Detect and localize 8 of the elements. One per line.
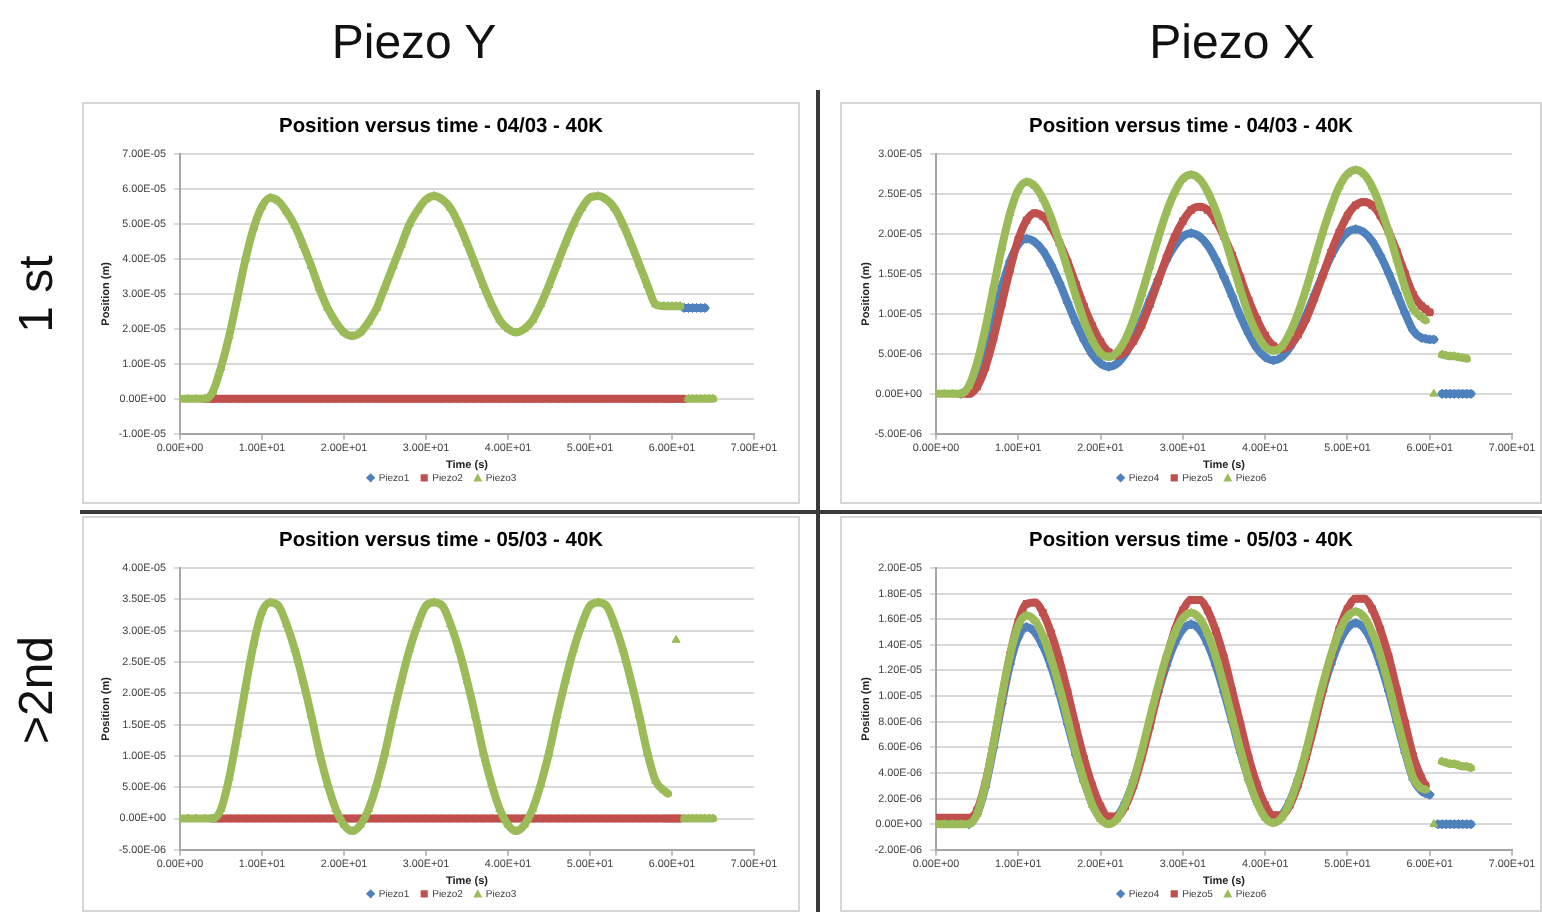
chart-title: Position versus time - 05/03 - 40K (1029, 529, 1355, 552)
chart-title: Position versus time - 05/03 - 40K (279, 529, 605, 552)
chart-title: Position versus time - 04/03 - 40K (1029, 115, 1355, 138)
text: Piezo Y (331, 16, 497, 70)
chart-title: Position versus time - 04/03 - 40K (279, 115, 605, 138)
text: Piezo X (1149, 16, 1315, 70)
text: 1 st (10, 255, 64, 333)
text: >2nd (10, 635, 64, 745)
